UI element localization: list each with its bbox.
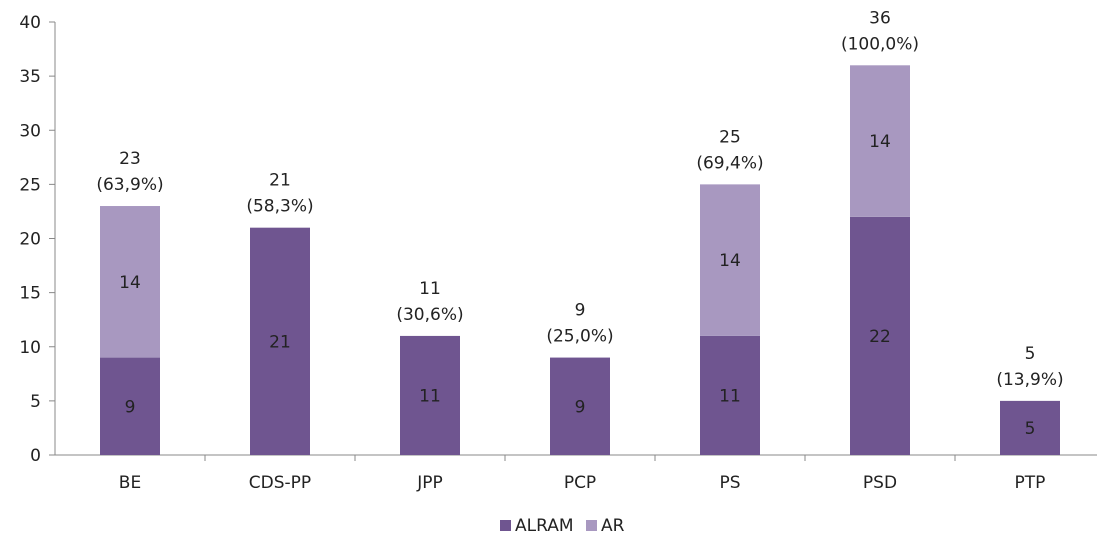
total-value-label: 5 (1025, 344, 1036, 364)
total-percent-label: (58,3%) (246, 197, 313, 217)
segment-value-label: 9 (575, 397, 586, 417)
category-label: BE (119, 473, 141, 493)
total-percent-label: (13,9%) (996, 370, 1063, 390)
legend-label-alram: ALRAM (515, 516, 574, 536)
bar-segment-ar (850, 65, 910, 217)
legend: ALRAM AR (500, 516, 625, 536)
bar-segment-alram (400, 335, 460, 455)
bar-segment-alram (1000, 400, 1060, 455)
category-label: PSD (863, 473, 897, 493)
bar-segment-alram (700, 335, 760, 455)
total-value-label: 25 (719, 127, 741, 147)
y-tick-label: 5 (30, 392, 41, 412)
total-percent-label: (63,9%) (96, 175, 163, 195)
total-percent-label: (69,4%) (696, 153, 763, 173)
category-label: PS (719, 473, 740, 493)
segment-value-label: 11 (719, 386, 741, 406)
labels: 9 14 23 (63,9%) BE 21 21 (58,3%) CDS-PP 11 11 (30,6… (96, 8, 1063, 493)
legend-swatch-alram (500, 520, 511, 531)
bar-segment-alram (550, 357, 610, 455)
total-percent-label: (30,6%) (396, 305, 463, 325)
segment-value-label: 14 (119, 273, 141, 293)
segment-value-label: 14 (869, 132, 891, 152)
category-label: CDS-PP (249, 473, 311, 493)
legend-swatch-ar (586, 520, 597, 531)
y-tick-label: 40 (19, 13, 41, 33)
segment-value-label: 21 (269, 332, 291, 352)
legend-label-ar: AR (601, 516, 625, 536)
bar-segment-ar (100, 206, 160, 358)
category-label: PCP (564, 473, 596, 493)
bar-segment-ar (700, 184, 760, 336)
y-tick-label: 35 (19, 67, 41, 87)
segment-value-label: 11 (419, 386, 441, 406)
total-value-label: 36 (869, 8, 891, 28)
total-value-label: 21 (269, 171, 291, 191)
total-value-label: 11 (419, 279, 441, 299)
segment-value-label: 14 (719, 251, 741, 271)
bar-segment-alram (100, 357, 160, 455)
total-value-label: 23 (119, 149, 141, 169)
axes: 0 5 10 15 20 25 30 35 40 (19, 13, 1097, 466)
category-label: PTP (1015, 473, 1046, 493)
total-percent-label: (25,0%) (546, 327, 613, 347)
y-tick-label: 30 (19, 121, 41, 141)
y-tick-label: 25 (19, 175, 41, 195)
segment-value-label: 22 (869, 327, 891, 347)
bars (100, 65, 1060, 455)
bar-segment-alram (850, 216, 910, 455)
y-tick-label: 0 (30, 446, 41, 466)
y-tick-label: 15 (19, 284, 41, 304)
segment-value-label: 5 (1025, 419, 1036, 439)
segment-value-label: 9 (125, 397, 136, 417)
y-tick-label: 20 (19, 230, 41, 250)
total-value-label: 9 (575, 301, 586, 321)
y-tick-label: 10 (19, 338, 41, 358)
bar-segment-alram (250, 227, 310, 455)
category-label: JPP (416, 473, 443, 493)
total-percent-label: (100,0%) (841, 34, 919, 54)
